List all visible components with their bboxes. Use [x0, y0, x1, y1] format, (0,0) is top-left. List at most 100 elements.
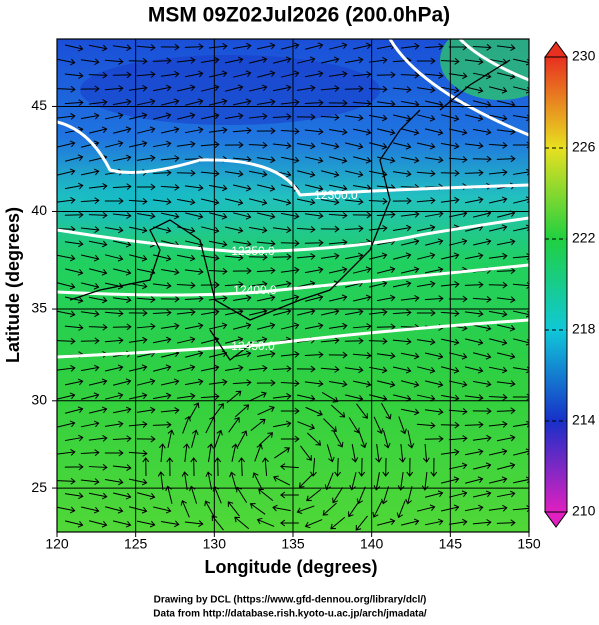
streamline-arrow [136, 183, 156, 191]
streamline-arrow [257, 405, 275, 416]
streamline-arrow [272, 365, 292, 373]
streamline-arrow [488, 169, 508, 176]
streamline-arrow [112, 71, 132, 79]
streamline-arrow [184, 184, 204, 192]
streamline-arrow [249, 198, 268, 206]
streamline-arrow [383, 430, 391, 449]
x-tick-label: 135 [281, 536, 305, 552]
streamline-arrow [88, 182, 108, 190]
streamline-arrow [392, 309, 412, 317]
streamline-arrow [160, 43, 180, 51]
colorbar [544, 56, 568, 513]
streamline-arrow [176, 364, 196, 372]
streamline-arrow [254, 443, 263, 462]
streamline-arrow [355, 515, 368, 531]
streamline-arrow [160, 268, 180, 276]
streamline-arrow [113, 378, 132, 386]
streamline-arrow [208, 43, 228, 50]
streamline-arrow [393, 142, 412, 150]
streamline-arrow [136, 98, 156, 106]
streamline-arrow [112, 98, 132, 106]
streamline-arrow [448, 156, 468, 163]
streamline-arrow [183, 443, 190, 462]
streamline-arrow [136, 212, 156, 220]
streamline-arrow [157, 471, 165, 490]
streamline-arrow [209, 212, 228, 220]
streamline-arrow [190, 457, 198, 477]
streamline-arrow [297, 421, 315, 431]
streamline-arrow [204, 500, 215, 518]
streamline-arrow [382, 457, 390, 477]
streamline-arrow [200, 198, 220, 206]
streamline-arrow [512, 282, 529, 289]
streamline-arrow [417, 366, 436, 374]
streamline-arrow [488, 310, 508, 318]
streamline-arrow [258, 488, 274, 502]
streamline-arrow [464, 421, 484, 429]
streamline-arrow [184, 520, 204, 527]
y-tick-label: 30 [31, 392, 47, 408]
streamline-arrow [258, 432, 274, 446]
streamline-arrow [448, 518, 468, 526]
streamline-arrow [400, 71, 420, 79]
contour-label: 12300.0 [314, 188, 358, 202]
streamline-arrow [448, 380, 468, 388]
contour-label: 12350.0 [231, 244, 275, 258]
streamline-arrow [464, 169, 484, 177]
streamline-arrow [64, 463, 84, 471]
streamline-arrow [176, 309, 196, 316]
streamline-arrow [272, 226, 292, 234]
streamline-arrow [320, 142, 340, 150]
streamline-arrow [57, 58, 76, 66]
streamline-arrow [88, 211, 108, 219]
streamline-arrow [57, 477, 76, 485]
streamline-arrow [352, 352, 372, 359]
colorbar-tick-label: 226 [572, 139, 596, 155]
streamline-arrow [392, 86, 412, 93]
streamline-arrow [328, 239, 348, 246]
streamline-arrow [153, 364, 172, 372]
streamline-arrow [464, 504, 484, 512]
streamline-arrow [280, 519, 299, 527]
streamline-arrow [464, 58, 484, 66]
colorbar-tick-label: 210 [572, 503, 596, 519]
streamline-arrow [142, 457, 150, 477]
streamline-arrow [128, 140, 148, 148]
x-tick-label: 130 [203, 536, 227, 552]
colorbar-tick-label: 222 [572, 230, 596, 246]
streamline-arrow [256, 212, 276, 220]
streamline-arrow [304, 266, 324, 274]
streamline-arrow [304, 322, 324, 330]
streamline-arrow [112, 435, 132, 443]
streamline-arrow [329, 42, 348, 50]
streamline-arrow [248, 56, 268, 64]
streamline-arrow [344, 170, 364, 178]
streamline-arrow [472, 490, 492, 498]
streamline-arrow [306, 489, 322, 502]
colorbar-extend-top [544, 41, 568, 58]
streamline-arrow [152, 254, 172, 262]
streamline-arrow [64, 434, 84, 442]
streamline-arrow [344, 308, 364, 316]
streamline-arrow [416, 280, 436, 288]
streamline-arrow [208, 98, 228, 106]
streamline-arrow [177, 226, 196, 234]
streamline-arrow [88, 71, 108, 79]
streamline-arrow [80, 449, 100, 457]
streamline-arrow [232, 267, 252, 275]
streamline-arrow [280, 435, 300, 443]
streamline-arrow [176, 392, 196, 400]
streamline-arrow [488, 224, 508, 232]
streamline-arrow [352, 100, 372, 107]
streamline-arrow [256, 127, 276, 135]
streamline-arrow [280, 99, 300, 106]
streamline-arrow [416, 142, 436, 150]
streamline-arrow [201, 226, 220, 234]
streamline-arrow [80, 364, 100, 372]
contour-label: 12450.0 [231, 339, 275, 353]
streamline-arrow [88, 463, 108, 471]
streamline-arrow [488, 393, 508, 401]
streamline-arrow [344, 198, 364, 205]
streamline-arrow [248, 84, 268, 92]
